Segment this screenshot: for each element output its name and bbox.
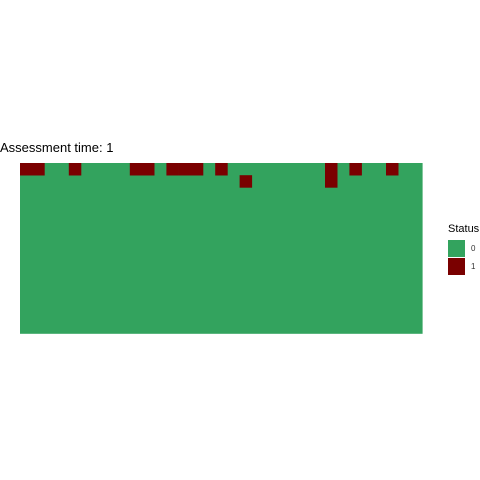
heatmap-cell-r0-c16 bbox=[215, 163, 228, 176]
legend-item-0: 0 bbox=[448, 240, 479, 257]
legend-label-0: 0 bbox=[471, 244, 476, 253]
legend-title: Status bbox=[448, 223, 480, 235]
chart-title: Assessment time: 1 bbox=[0, 140, 114, 155]
heatmap-cell-r0-c0 bbox=[20, 163, 33, 176]
legend-item-1: 1 bbox=[448, 258, 479, 275]
heatmap-cell-r0-c13 bbox=[178, 163, 192, 176]
heatmap-cell-r0-c10 bbox=[142, 163, 155, 176]
legend-swatch-1 bbox=[448, 258, 465, 275]
heatmap-cell-r0-c25 bbox=[325, 163, 338, 176]
heatmap-cell-r0-c30 bbox=[386, 163, 399, 176]
heatmap-cell-r0-c14 bbox=[190, 163, 204, 176]
legend-swatch-0 bbox=[448, 240, 465, 257]
heatmap-cell-r1-c18 bbox=[239, 175, 253, 188]
heatmap-cell-r0-c9 bbox=[129, 163, 143, 176]
legend-label-1: 1 bbox=[471, 262, 476, 271]
heatmap-cell-r0-c1 bbox=[32, 163, 45, 176]
heatmap-cell-r0-c4 bbox=[68, 163, 82, 176]
heatmap-panel bbox=[20, 163, 423, 334]
heatmap-cell-r0-c27 bbox=[349, 163, 362, 176]
heatmap-cell-r0-c12 bbox=[166, 163, 179, 176]
legend: Status 0 1 bbox=[448, 223, 479, 276]
heatmap-cell-r1-c25 bbox=[325, 175, 338, 188]
